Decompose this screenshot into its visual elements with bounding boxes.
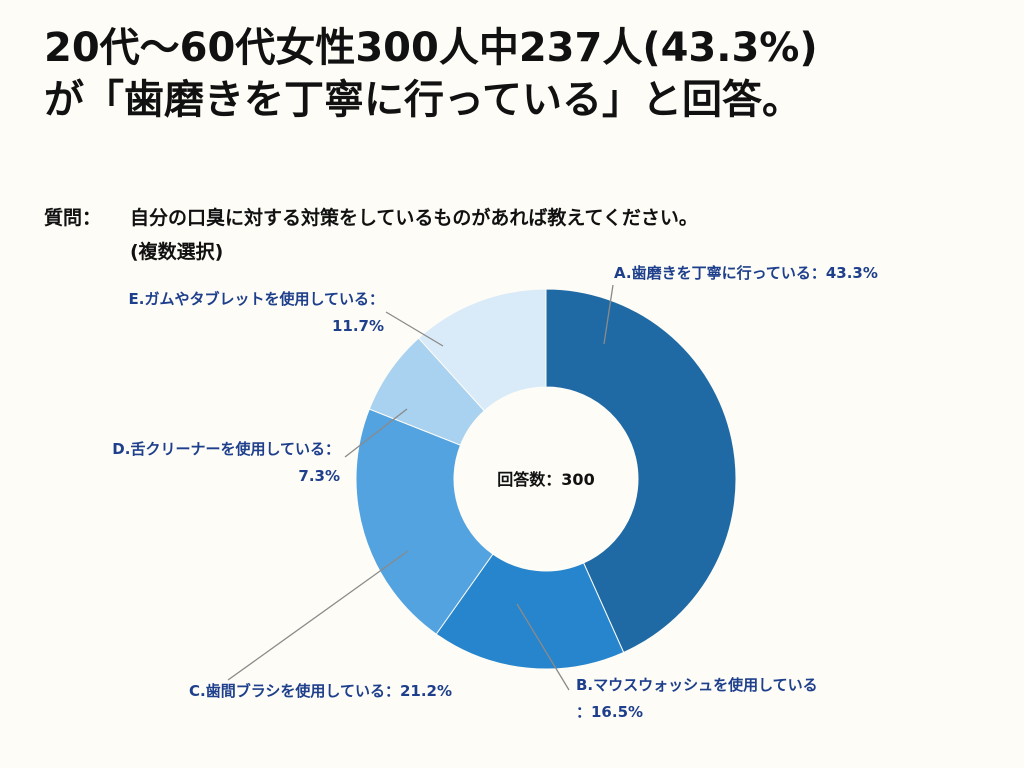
leader-line (603, 284, 614, 345)
leader-line (385, 311, 444, 347)
slice-a (545, 288, 737, 654)
headline-line1: 20代〜60代女性300人中237人(43.3%) (44, 25, 818, 71)
slice-label-d: D.舌クリーナーを使用している： 7.3% (112, 440, 340, 485)
question: 質問： 自分の口臭に対する対策をしているものがあれば教えてください。 (複数選択) (44, 201, 994, 269)
question-label: 質問： (44, 207, 102, 229)
slice-label-e: E.ガムやタブレットを使用している： 11.7% (129, 290, 385, 335)
leader-line (227, 550, 409, 681)
slice-c (355, 408, 494, 635)
slice-b (435, 553, 625, 670)
leader-line (516, 603, 570, 691)
headline: 20代〜60代女性300人中237人(43.3%) が「歯磨きを丁寧に行っている… (44, 22, 1004, 126)
slice-label-a: A.歯磨きを丁寧に行っている：43.3% (614, 264, 878, 282)
slice-label-c: C.歯間ブラシを使用している：21.2% (189, 682, 452, 700)
headline-line2: が「歯磨きを丁寧に行っている」と回答。 (44, 77, 802, 123)
question-note: (複数選択) (130, 241, 224, 263)
leader-line (344, 408, 408, 458)
slice-e (417, 288, 547, 412)
center-label: 回答数：300 (497, 470, 594, 489)
question-text: 自分の口臭に対する対策をしているものがあれば教えてください。 (130, 207, 698, 229)
slice-label-b: B.マウスウォッシュを使用している：16.5% (576, 676, 818, 721)
